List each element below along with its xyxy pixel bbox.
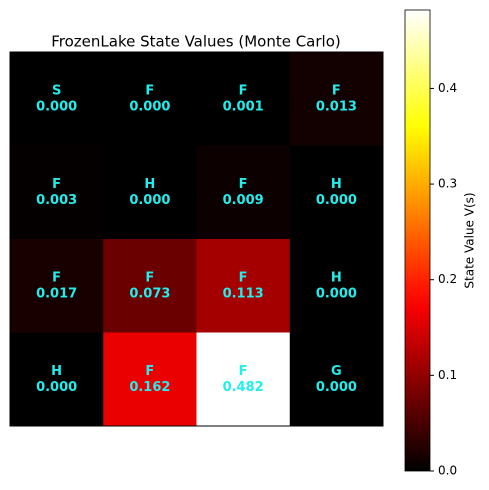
colorbar-tick-label: 0.0 xyxy=(438,464,457,478)
heatmap-cell xyxy=(196,332,291,427)
heatmap-cell xyxy=(10,52,104,146)
cell-label: H xyxy=(331,270,342,285)
colorbar-tick-label: 0.1 xyxy=(438,368,457,382)
cell-label: F xyxy=(239,83,248,98)
cell-value: 0.013 xyxy=(316,99,357,114)
heatmap-cell xyxy=(10,332,104,427)
cell-value: 0.000 xyxy=(36,380,77,395)
heatmap-cell xyxy=(196,145,291,240)
heatmap-cell xyxy=(103,332,197,427)
cell-label: F xyxy=(239,364,248,379)
cell-label: G xyxy=(331,364,342,379)
cell-value: 0.001 xyxy=(223,99,264,114)
cell-value: 0.073 xyxy=(129,286,170,301)
heatmap-cell xyxy=(103,52,197,146)
cell-label: F xyxy=(52,177,61,192)
cell-value: 0.009 xyxy=(223,193,264,208)
colorbar xyxy=(404,9,431,472)
cell-label: F xyxy=(239,177,248,192)
cell-label: F xyxy=(52,270,61,285)
cell-label: F xyxy=(145,364,154,379)
heatmap-cell xyxy=(196,239,291,333)
cell-value: 0.000 xyxy=(316,286,357,301)
heatmap-cell xyxy=(289,145,384,240)
cell-value: 0.000 xyxy=(36,99,77,114)
heatmap-cell xyxy=(10,239,104,333)
cell-label: H xyxy=(331,177,342,192)
cell-label: H xyxy=(51,364,62,379)
heatmap-cell xyxy=(289,52,384,146)
heatmap-cell xyxy=(103,145,197,240)
plot-frame xyxy=(9,51,384,427)
cell-value: 0.003 xyxy=(36,193,77,208)
cell-value: 0.000 xyxy=(316,380,357,395)
cell-value: 0.162 xyxy=(129,380,170,395)
heatmap-cell xyxy=(196,52,291,146)
heatmap-cell xyxy=(289,239,384,333)
heatmap-cell xyxy=(103,239,197,333)
colorbar-tick-label: 0.2 xyxy=(438,272,457,286)
cell-value: 0.482 xyxy=(223,380,264,395)
colorbar-label: State Value V(s) xyxy=(463,192,477,288)
chart-title: FrozenLake State Values (Monte Carlo) xyxy=(51,33,341,51)
colorbar-tick-label: 0.3 xyxy=(438,177,457,191)
cell-label: F xyxy=(239,270,248,285)
cell-value: 0.000 xyxy=(316,193,357,208)
cell-value: 0.113 xyxy=(223,286,264,301)
heatmap-cell xyxy=(289,332,384,427)
cell-label: F xyxy=(145,83,154,98)
cell-label: F xyxy=(332,83,341,98)
cell-value: 0.000 xyxy=(129,193,170,208)
colorbar-tick-label: 0.4 xyxy=(438,81,457,95)
cell-label: H xyxy=(144,177,155,192)
cell-value: 0.000 xyxy=(129,99,170,114)
heatmap-cell xyxy=(10,145,104,240)
cell-label: F xyxy=(145,270,154,285)
cell-value: 0.017 xyxy=(36,286,77,301)
cell-label: S xyxy=(52,83,61,98)
